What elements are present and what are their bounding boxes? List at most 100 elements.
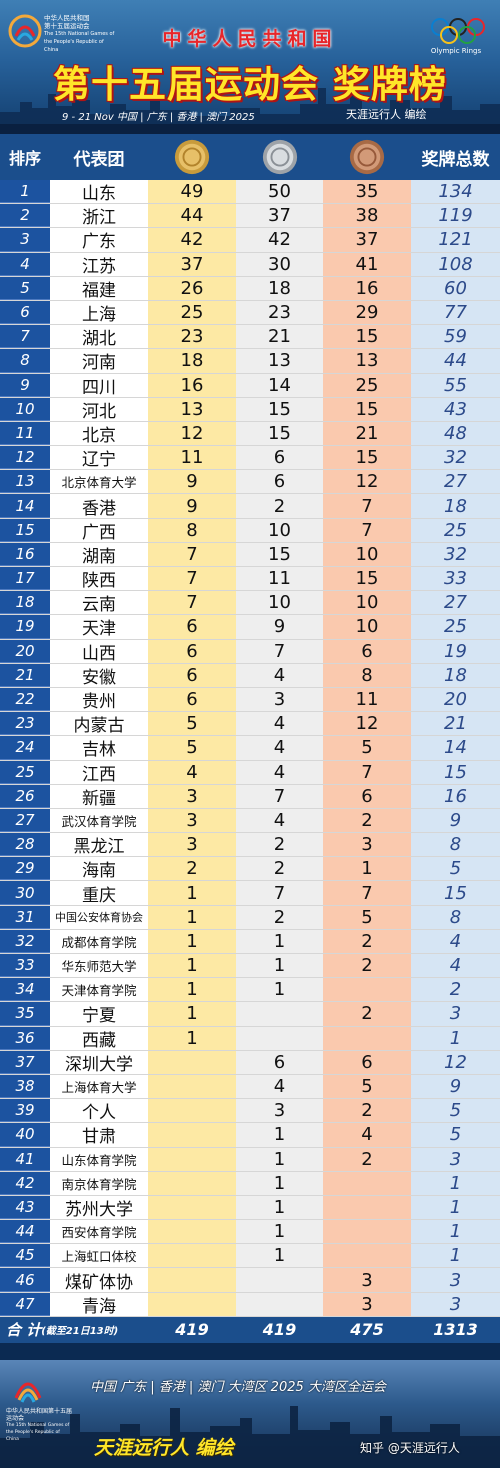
total-cell: 119 xyxy=(411,204,500,228)
table-row: 39 个人 3 2 5 xyxy=(0,1099,500,1124)
table-row: 22 贵州 6 3 11 20 xyxy=(0,687,500,713)
table-row: 23 内蒙古 5 4 12 21 xyxy=(0,712,500,737)
total-cell: 33 xyxy=(411,567,500,591)
team-cell: 上海体育大学 xyxy=(50,1074,148,1099)
team-cell: 西藏 xyxy=(50,1026,148,1051)
total-cell: 5 xyxy=(411,1123,500,1147)
bronze-cell: 13 xyxy=(323,349,411,373)
table-row: 2 浙江 44 37 38 119 xyxy=(0,204,500,229)
total-cell: 4 xyxy=(411,954,500,978)
bronze-cell xyxy=(323,1026,411,1050)
gold-cell: 6 xyxy=(148,615,236,639)
bronze-cell: 25 xyxy=(323,373,411,397)
totals-label-text: 合 计 xyxy=(6,1321,42,1340)
rank-cell: 36 xyxy=(0,1026,50,1050)
silver-cell: 4 xyxy=(236,1074,323,1099)
gold-cell xyxy=(148,1050,236,1074)
rank-cell: 16 xyxy=(0,542,50,566)
table-row: 5 福建 26 18 16 60 xyxy=(0,276,500,301)
team-cell: 重庆 xyxy=(50,881,148,906)
gold-cell: 3 xyxy=(148,784,236,808)
gold-cell: 13 xyxy=(148,397,236,421)
table-row: 38 上海体育大学 4 5 9 xyxy=(0,1074,500,1100)
footer-editor-credit: 天涯远行人 编绘 xyxy=(94,1437,234,1459)
bronze-cell: 2 xyxy=(323,1147,411,1171)
bronze-cell: 35 xyxy=(323,180,411,204)
silver-cell: 4 xyxy=(236,663,323,687)
rank-cell: 24 xyxy=(0,736,50,760)
rank-cell: 13 xyxy=(0,470,50,494)
team-cell: 深圳大学 xyxy=(50,1050,148,1075)
logo-caption-line: 第十五届运动会 xyxy=(44,22,90,30)
gold-cell: 5 xyxy=(148,712,236,736)
total-cell: 18 xyxy=(411,494,500,518)
team-cell: 陕西 xyxy=(50,567,148,591)
table-row: 37 深圳大学 6 6 12 xyxy=(0,1050,500,1075)
rank-cell: 47 xyxy=(0,1292,50,1316)
total-cell: 9 xyxy=(411,808,500,833)
total-cell: 3 xyxy=(411,1292,500,1316)
table-row: 13 北京体育大学 9 6 12 27 xyxy=(0,470,500,495)
gold-cell: 1 xyxy=(148,954,236,978)
gold-cell xyxy=(148,1123,236,1147)
total-cell: 3 xyxy=(411,1002,500,1026)
team-cell: 中国公安体育协会 xyxy=(50,905,148,929)
table-header-row: 排序 代表团 奖牌总数 xyxy=(0,134,500,180)
rank-cell: 2 xyxy=(0,204,50,228)
watermark: 知乎 @天涯远行人 xyxy=(360,1441,460,1455)
gold-cell xyxy=(148,1099,236,1123)
gold-cell: 1 xyxy=(148,929,236,953)
gold-cell: 44 xyxy=(148,204,236,228)
silver-cell: 15 xyxy=(236,397,323,421)
bronze-cell: 6 xyxy=(323,784,411,808)
silver-cell xyxy=(236,1292,323,1316)
silver-cell: 18 xyxy=(236,276,323,300)
total-cell: 121 xyxy=(411,228,500,252)
team-cell: 新疆 xyxy=(50,784,148,809)
table-row: 17 陕西 7 11 15 33 xyxy=(0,567,500,592)
silver-cell: 37 xyxy=(236,204,323,228)
header-editor-credit: 天涯远行人 编绘 xyxy=(346,108,427,121)
bronze-cell: 7 xyxy=(323,518,411,542)
silver-cell: 6 xyxy=(236,470,323,494)
total-cell: 77 xyxy=(411,300,500,325)
table-row: 1 山东 49 50 35 134 xyxy=(0,180,500,205)
silver-cell: 50 xyxy=(236,180,323,204)
rank-cell: 44 xyxy=(0,1220,50,1244)
header-subtitle: 中华人民共和国 xyxy=(162,28,338,50)
rank-cell: 26 xyxy=(0,784,50,808)
table-row: 44 西安体育学院 1 1 xyxy=(0,1220,500,1245)
silver-cell xyxy=(236,1026,323,1050)
silver-cell: 1 xyxy=(236,929,323,953)
silver-cell: 1 xyxy=(236,1147,323,1171)
bronze-cell: 10 xyxy=(323,542,411,566)
table-body: 1 山东 49 50 35 134 2 浙江 44 37 38 119 3 广东 42 42 37 121 4 江苏 3… xyxy=(0,180,500,1317)
gold-cell: 6 xyxy=(148,639,236,663)
team-cell: 湖北 xyxy=(50,325,148,349)
total-cell: 25 xyxy=(411,615,500,639)
bronze-cell: 7 xyxy=(323,881,411,905)
gold-cell: 6 xyxy=(148,663,236,687)
total-cell: 108 xyxy=(411,252,500,276)
silver-cell: 10 xyxy=(236,591,323,615)
total-cell: 32 xyxy=(411,542,500,566)
total-cell: 14 xyxy=(411,736,500,760)
bronze-cell: 16 xyxy=(323,276,411,300)
gold-cell: 7 xyxy=(148,567,236,591)
team-cell: 南京体育学院 xyxy=(50,1171,148,1195)
gold-cell xyxy=(148,1244,236,1268)
bronze-cell: 2 xyxy=(323,1099,411,1123)
gold-cell: 1 xyxy=(148,1026,236,1050)
rank-cell: 18 xyxy=(0,591,50,615)
table-row: 42 南京体育学院 1 1 xyxy=(0,1171,500,1196)
team-cell: 江西 xyxy=(50,760,148,785)
team-cell: 广东 xyxy=(50,228,148,252)
table-row: 33 华东师范大学 1 1 2 4 xyxy=(0,954,500,979)
rank-cell: 29 xyxy=(0,857,50,881)
table-row: 8 河南 18 13 13 44 xyxy=(0,349,500,374)
logo-caption-line: the People's Republic of China xyxy=(44,39,104,53)
silver-cell: 42 xyxy=(236,228,323,252)
total-cell: 18 xyxy=(411,663,500,687)
table-row: 45 上海虹口体校 1 1 xyxy=(0,1244,500,1269)
silver-cell: 2 xyxy=(236,905,323,929)
